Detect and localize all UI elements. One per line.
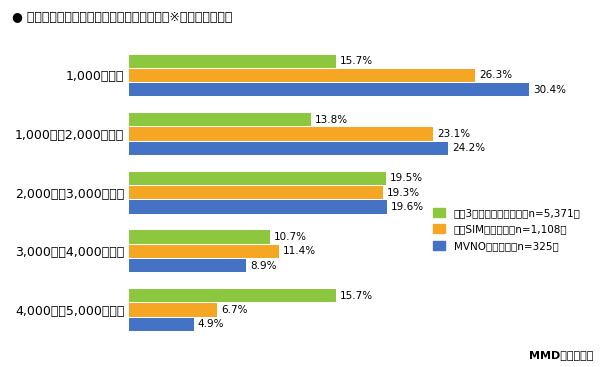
Bar <box>129 69 476 82</box>
Bar <box>129 127 433 141</box>
Text: MMD研究所調べ: MMD研究所調べ <box>529 350 593 360</box>
Bar <box>129 259 246 272</box>
Bar <box>129 289 336 302</box>
Bar <box>129 318 194 331</box>
Bar <box>129 304 217 316</box>
Text: 19.6%: 19.6% <box>391 202 424 212</box>
Bar <box>129 172 386 185</box>
Bar <box>129 186 384 199</box>
Text: 24.2%: 24.2% <box>452 143 485 153</box>
Bar <box>129 142 448 155</box>
Bar <box>129 113 311 126</box>
Text: 19.3%: 19.3% <box>387 188 420 198</box>
Text: 10.7%: 10.7% <box>274 232 307 242</box>
Bar <box>129 83 529 97</box>
Legend: 大手3キャリアユーザー（n=5,371）, 格安SIMユーザー（n=1,108）, MVNOユーザー（n=325）: 大手3キャリアユーザー（n=5,371）, 格安SIMユーザー（n=1,108）… <box>429 203 585 255</box>
Bar <box>129 55 336 68</box>
Text: 23.1%: 23.1% <box>437 129 471 139</box>
Text: 8.9%: 8.9% <box>250 261 277 270</box>
Text: 19.5%: 19.5% <box>390 173 423 184</box>
Text: 6.7%: 6.7% <box>221 305 248 315</box>
Text: 15.7%: 15.7% <box>340 56 373 66</box>
Text: ● 通信会社に支払っている端末の月額料金　※通信サービス別: ● 通信会社に支払っている端末の月額料金 ※通信サービス別 <box>12 11 232 24</box>
Text: 30.4%: 30.4% <box>534 85 566 95</box>
Bar <box>129 245 280 258</box>
Text: 13.8%: 13.8% <box>315 115 348 125</box>
Text: 4.9%: 4.9% <box>198 319 224 329</box>
Text: 11.4%: 11.4% <box>283 246 316 256</box>
Text: 26.3%: 26.3% <box>479 70 512 80</box>
Bar <box>129 200 387 214</box>
Bar <box>129 230 270 244</box>
Text: 15.7%: 15.7% <box>340 291 373 301</box>
